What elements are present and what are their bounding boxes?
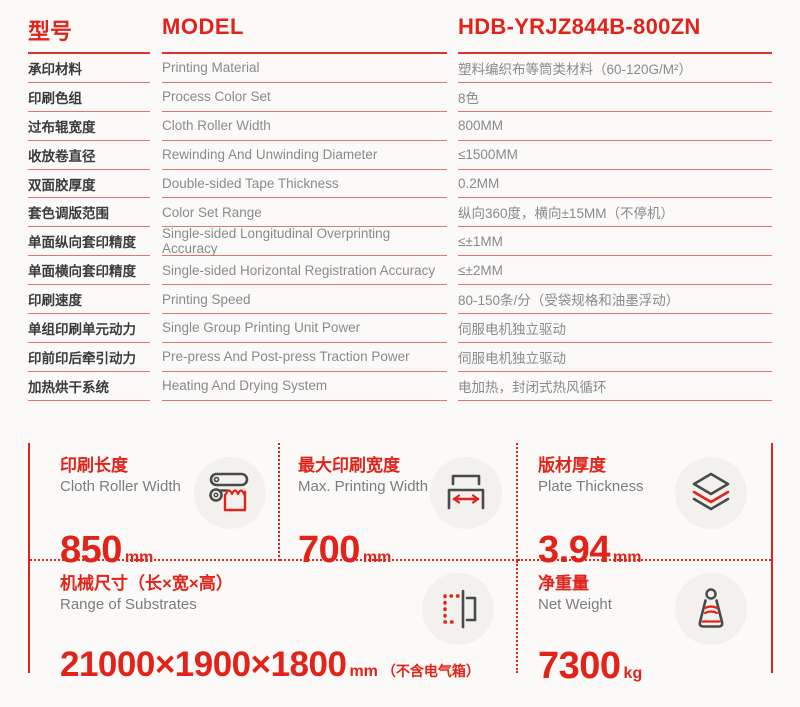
spec-value: 纵向360度，横向±15MM（不停机）: [458, 198, 772, 228]
spec-label-en: Printing Material: [162, 54, 447, 83]
weight-icon: [675, 572, 747, 645]
spec-label-cn: 印刷色组: [28, 83, 150, 112]
value-unit: mm: [124, 548, 154, 566]
table-row: 承印材料 Printing Material 塑料编织布等筒类材料（60-120…: [28, 54, 772, 83]
spec-label-cn: 套色调版范围: [28, 198, 150, 228]
value-number: 700: [298, 528, 360, 571]
spec-value: 0.2MM: [458, 170, 772, 199]
table-row: 加热烘干系统 Heating And Drying System 电加热，封闭式…: [28, 372, 772, 401]
card-value: 3.94 mm: [538, 529, 771, 576]
spec-value: 80-150条/分（受袋规格和油墨浮动）: [458, 285, 772, 315]
layers-icon: [675, 456, 747, 529]
spec-label-cn: 加热烘干系统: [28, 372, 150, 401]
spec-value: 塑料编织布等筒类材料（60-120G/M²）: [458, 54, 772, 83]
card-title-en: Net Weight: [538, 595, 612, 613]
card-machine-dimensions: 机械尺寸（长×宽×高） Range of Substrates 21000×19…: [30, 560, 518, 684]
card-value: 700 mm: [298, 529, 516, 576]
spec-label-cn: 收放卷直径: [28, 141, 150, 170]
value-unit: kg: [623, 664, 643, 682]
card-title-en: Plate Thickness: [538, 477, 644, 495]
spec-label-en: Single Group Printing Unit Power: [162, 314, 447, 343]
card-print-length: 印刷长度 Cloth Roller Width 850 mm: [30, 442, 280, 571]
spec-value: 伺服电机独立驱动: [458, 343, 772, 372]
table-row: 单面横向套印精度 Single-sided Horizontal Registr…: [28, 256, 772, 286]
card-title-cn: 机械尺寸（长×宽×高）: [60, 573, 233, 593]
value-unit: mm: [349, 662, 378, 680]
spec-value: 电加热，封闭式热风循环: [458, 372, 772, 401]
model-number: HDB-YRJZ844B-800ZN: [458, 8, 772, 54]
table-row: 印刷速度 Printing Speed 80-150条/分（受袋规格和油墨浮动）: [28, 285, 772, 315]
table-row: 套色调版范围 Color Set Range 纵向360度，横向±15MM（不停…: [28, 198, 772, 228]
spec-label-en: Double-sided Tape Thickness: [162, 170, 447, 199]
spec-value: ≤±1MM: [458, 227, 772, 257]
spec-label-cn: 印刷速度: [28, 285, 150, 315]
card-value: 21000×1900×1800 mm （不含电气箱）: [60, 645, 516, 689]
table-row: 印刷色组 Process Color Set 8色: [28, 83, 772, 112]
card-max-print-width: 最大印刷宽度 Max. Printing Width 700 mm: [280, 442, 518, 571]
spec-label-cn: 单面横向套印精度: [28, 256, 150, 286]
spec-label-cn: 双面胶厚度: [28, 170, 150, 199]
card-title-cn: 最大印刷宽度: [298, 455, 400, 475]
spec-label-en: Single-sided Longitudinal Overprinting A…: [162, 226, 447, 256]
value-number: 21000×1900×1800: [60, 644, 347, 684]
table-row: 单面纵向套印精度 Single-sided Longitudinal Overp…: [28, 226, 772, 257]
spec-label-cn: 印前印后牵引动力: [28, 343, 150, 372]
spec-value: 8色: [458, 83, 772, 112]
spec-label-en: Pre-press And Post-press Traction Power: [162, 343, 447, 372]
value-note: （不含电气箱）: [381, 662, 480, 679]
spec-label-en: Color Set Range: [162, 198, 447, 228]
spec-value: ≤1500MM: [458, 141, 772, 170]
value-unit: mm: [612, 548, 642, 566]
table-row: 收放卷直径 Rewinding And Unwinding Diameter ≤…: [28, 141, 772, 170]
rollers-icon: [194, 456, 266, 529]
spec-label-en: Heating And Drying System: [162, 372, 447, 401]
spec-label-en: Rewinding And Unwinding Diameter: [162, 141, 447, 170]
spec-label-en: Cloth Roller Width: [162, 112, 447, 141]
spec-label-cn: 单面纵向套印精度: [28, 227, 150, 257]
spec-label-en: Printing Speed: [162, 285, 447, 315]
card-title-en: Cloth Roller Width: [60, 477, 181, 495]
spec-label-cn: 承印材料: [28, 54, 150, 83]
card-value: 7300 kg: [538, 645, 771, 692]
spec-table: 型号 MODEL HDB-YRJZ844B-800ZN 承印材料 Printin…: [28, 8, 772, 401]
value-unit: mm: [362, 548, 392, 566]
table-row: 单组印刷单元动力 Single Group Printing Unit Powe…: [28, 314, 772, 343]
spec-value: ≤±2MM: [458, 256, 772, 286]
card-net-weight: 净重量 Net Weight 7300 kg: [518, 561, 771, 687]
dimension-icon: [422, 572, 494, 645]
card-title-cn: 净重量: [538, 573, 589, 593]
spec-label-en: Process Color Set: [162, 83, 447, 112]
card-title-cn: 印刷长度: [60, 455, 128, 475]
header-label-cn: 型号: [28, 8, 150, 54]
spec-label-cn: 单组印刷单元动力: [28, 314, 150, 343]
table-row: 双面胶厚度 Double-sided Tape Thickness 0.2MM: [28, 170, 772, 199]
stat-cards-panel: 印刷长度 Cloth Roller Width 850 mm: [28, 442, 773, 687]
value-number: 3.94: [538, 528, 610, 571]
card-value: 850 mm: [60, 529, 278, 576]
spec-label-en: Single-sided Horizontal Registration Acc…: [162, 256, 447, 286]
width-icon: [430, 456, 502, 529]
card-title-en: Range of Substrates: [60, 595, 197, 613]
card-title-en: Max. Printing Width: [298, 477, 429, 495]
spec-value: 伺服电机独立驱动: [458, 314, 772, 343]
header-label-en: MODEL: [162, 8, 447, 54]
value-number: 7300: [538, 644, 621, 687]
spec-value: 800MM: [458, 112, 772, 141]
value-number: 850: [60, 528, 122, 571]
card-plate-thickness: 版材厚度 Plate Thickness 3.94 mm: [518, 443, 771, 571]
table-row: 过布辊宽度 Cloth Roller Width 800MM: [28, 112, 772, 141]
card-title-cn: 版材厚度: [538, 455, 606, 475]
table-row: 印前印后牵引动力 Pre-press And Post-press Tracti…: [28, 343, 772, 372]
table-header-row: 型号 MODEL HDB-YRJZ844B-800ZN: [28, 8, 772, 54]
spec-label-cn: 过布辊宽度: [28, 112, 150, 141]
